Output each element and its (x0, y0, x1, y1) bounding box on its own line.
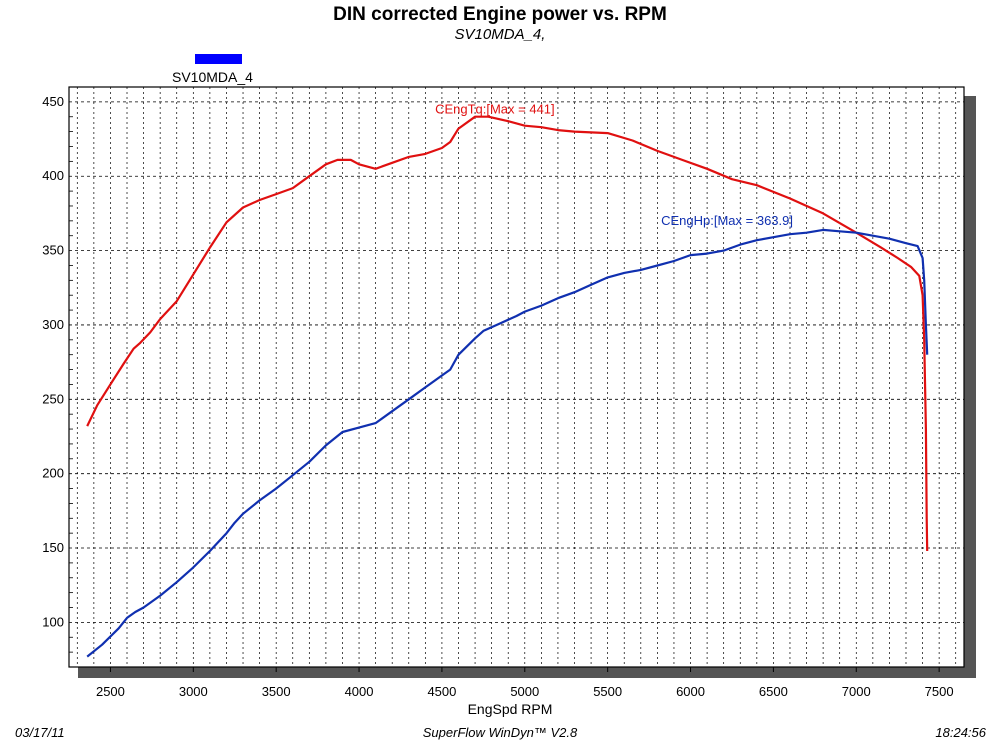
legend-swatch (195, 54, 242, 64)
series-layer (86, 115, 929, 658)
annotations: CEngTq:[Max = 441] CEngHp:[Max = 363.9] (435, 102, 793, 228)
x-axis: 2500 3000 3500 4000 4500 5000 5500 6000 6500 7000… (96, 667, 954, 699)
y-axis: 100 150 200 250 300 350 400 450 (42, 94, 73, 653)
x-tick-label: 5000 (510, 684, 539, 699)
series-line-cenghp (86, 228, 929, 658)
x-tick-label: 2500 (96, 684, 125, 699)
x-tick-label: 6000 (676, 684, 705, 699)
y-tick-label: 450 (42, 94, 64, 109)
legend: SV10MDA_4 (172, 54, 253, 85)
x-tick-label: 5500 (593, 684, 622, 699)
x-axis-label: EngSpd RPM (468, 701, 553, 717)
chart-subtitle: SV10MDA_4, (455, 26, 546, 43)
footer-date: 03/17/11 (15, 725, 65, 740)
x-tick-label: 7500 (925, 684, 954, 699)
footer-software: SuperFlow WinDyn™ V2.8 (423, 725, 578, 740)
x-tick-label: 6500 (759, 684, 788, 699)
y-tick-label: 200 (42, 466, 64, 481)
legend-label: SV10MDA_4 (172, 69, 253, 85)
y-tick-label: 300 (42, 317, 64, 332)
x-tick-label: 3000 (179, 684, 208, 699)
plot-area (68, 86, 965, 668)
chart-title: DIN corrected Engine power vs. RPM (333, 4, 667, 25)
y-tick-label: 100 (42, 614, 64, 629)
y-tick-label: 400 (42, 168, 64, 183)
series-line-cengtq (86, 115, 929, 552)
x-tick-label: 4500 (427, 684, 456, 699)
footer-time: 18:24:56 (935, 725, 986, 740)
x-tick-label: 7000 (842, 684, 871, 699)
x-tick-label: 3500 (262, 684, 291, 699)
series-annotation-cengtq: CEngTq:[Max = 441] (435, 102, 555, 117)
grid (69, 87, 964, 667)
series-annotation-cenghp: CEngHp:[Max = 363.9] (661, 213, 793, 228)
x-tick-label: 4000 (345, 684, 374, 699)
y-tick-label: 350 (42, 243, 64, 258)
y-tick-label: 150 (42, 540, 64, 555)
y-tick-label: 250 (42, 391, 64, 406)
